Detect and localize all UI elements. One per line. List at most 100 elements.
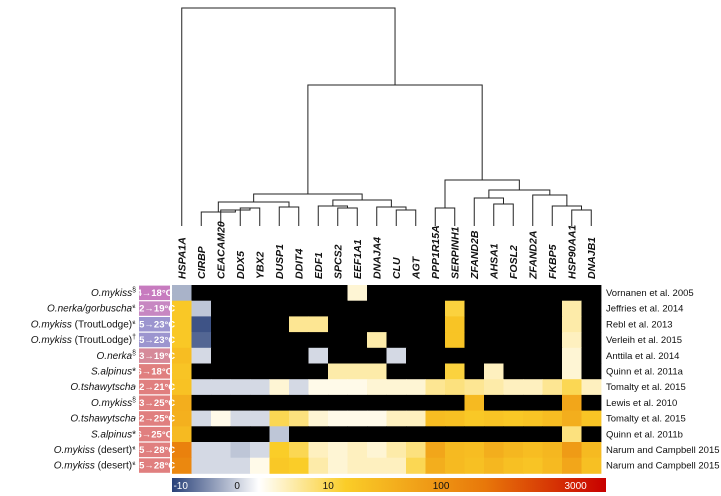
heatmap-cell: [464, 300, 485, 317]
heatmap-cell: [484, 347, 504, 364]
gene-label: EDF1: [313, 252, 325, 279]
heatmap-cell: [269, 457, 290, 474]
gene-label: DDIT4: [293, 249, 305, 279]
heatmap-cell: [484, 363, 504, 380]
heatmap-cell: [406, 442, 426, 459]
heatmap-cell: [211, 332, 231, 349]
temp-badge: [139, 301, 170, 316]
species-label: O.mykiss (desert)*: [54, 461, 136, 472]
temp-badge: [139, 379, 170, 395]
heatmap-cell: [347, 426, 368, 443]
heatmap-cell: [172, 332, 192, 349]
heatmap-cell: [308, 347, 329, 364]
heatmap-cell: [308, 426, 329, 443]
species-label: O.mykiss (desert)*: [54, 445, 136, 456]
heatmap-cell: [406, 347, 426, 364]
heatmap-cell: [347, 379, 368, 396]
reference-label: Vornanen et al. 2005: [606, 288, 694, 299]
heatmap-cell: [562, 457, 582, 474]
heatmap-cell: [445, 442, 465, 459]
heatmap-cell: [191, 347, 212, 364]
reference-label: Narum and Campbell 2015: [606, 461, 720, 472]
heatmap-cell: [289, 457, 309, 474]
heatmap-cell: [542, 316, 563, 333]
heatmap-cell: [503, 379, 524, 396]
heatmap-cell: [562, 426, 582, 443]
gene-label: SPCS2: [332, 244, 344, 279]
heatmap-cell: [230, 300, 251, 317]
heatmap-cell: [562, 379, 582, 396]
species-label: S.alpinus*: [91, 429, 136, 440]
gene-label: ZFAND2A: [527, 231, 539, 280]
heatmap-cell: [386, 410, 407, 427]
color-scale-bar: -10 0 10 100 3000: [172, 478, 606, 492]
temp-label: 13→19°C: [134, 351, 175, 362]
heatmap-cell: [211, 347, 231, 364]
heatmap-cell: [347, 300, 368, 317]
heatmap-cell: [191, 363, 212, 380]
heatmap-cell: [269, 316, 290, 333]
heatmap-cell: [445, 285, 465, 302]
heatmap-cell: [347, 394, 368, 411]
heatmap-cell: [308, 363, 329, 380]
dendrogram-branch: [493, 203, 514, 226]
heatmap-cell: [386, 363, 407, 380]
heatmap-cell: [230, 394, 251, 411]
temp-badge: [139, 442, 170, 458]
heatmap-cell: [328, 442, 348, 459]
heatmap-cell: [328, 457, 348, 474]
heatmap-cell: [464, 457, 485, 474]
heatmap-cell: [503, 316, 524, 333]
heatmap-cell: [367, 394, 387, 411]
heatmap-cell: [289, 394, 309, 411]
heatmap-cell: [386, 332, 407, 349]
species-label: O.mykiss§: [91, 287, 136, 299]
heatmap-cell: [406, 457, 426, 474]
heatmap-cell: [503, 394, 524, 411]
temp-label: 6→25°C: [136, 429, 172, 440]
heatmap-cell: [211, 457, 231, 474]
heatmap-cell: [172, 363, 192, 380]
heatmap-cell: [445, 300, 465, 317]
heatmap-cell: [347, 347, 368, 364]
heatmap-cell: [289, 410, 309, 427]
heatmap-cell: [269, 442, 290, 459]
heatmap-cell: [503, 285, 524, 302]
heatmap-cell: [542, 285, 563, 302]
gene-label: ZFAND2B: [469, 230, 481, 280]
heatmap-cell: [289, 316, 309, 333]
heatmap-cell: [523, 457, 543, 474]
heatmap-cell: [328, 347, 348, 364]
heatmap-cell: [542, 332, 563, 349]
heatmap-cell: [523, 285, 543, 302]
heatmap-cell: [386, 394, 407, 411]
heatmap-cell: [503, 410, 524, 427]
heatmap-cell: [581, 457, 602, 474]
gene-label: DDX5: [235, 251, 247, 279]
heatmap-cell: [562, 410, 582, 427]
heatmap-cell: [445, 426, 465, 443]
heatmap-cell: [211, 426, 231, 443]
heatmap-cell: [523, 332, 543, 349]
temp-label: 6→18°C: [136, 367, 172, 378]
heatmap-cell: [425, 316, 446, 333]
reference-label: Jeffries et al. 2014: [606, 304, 683, 315]
heatmap-cell: [406, 426, 426, 443]
heatmap-cell: [386, 300, 407, 317]
heatmap-cell: [172, 457, 192, 474]
heatmap-cell: [523, 363, 543, 380]
heatmap-cell: [230, 285, 251, 302]
heatmap-cell: [269, 379, 290, 396]
heatmap-cell: [230, 442, 251, 459]
heatmap-cell: [308, 332, 329, 349]
heatmap-cell: [425, 332, 446, 349]
heatmap-cell: [445, 316, 465, 333]
gene-label: HSP90AA1: [566, 225, 578, 279]
temp-badge: [139, 317, 170, 332]
heatmap-cell: [581, 394, 602, 411]
dendrogram-branch: [307, 84, 483, 194]
heatmap-cell: [425, 457, 446, 474]
reference-labels: Vornanen et al. 2005 Jeffries et al. 2014…: [606, 288, 720, 472]
heatmap-cell: [289, 332, 309, 349]
reference-label: Anttila et al. 2014: [606, 351, 679, 362]
